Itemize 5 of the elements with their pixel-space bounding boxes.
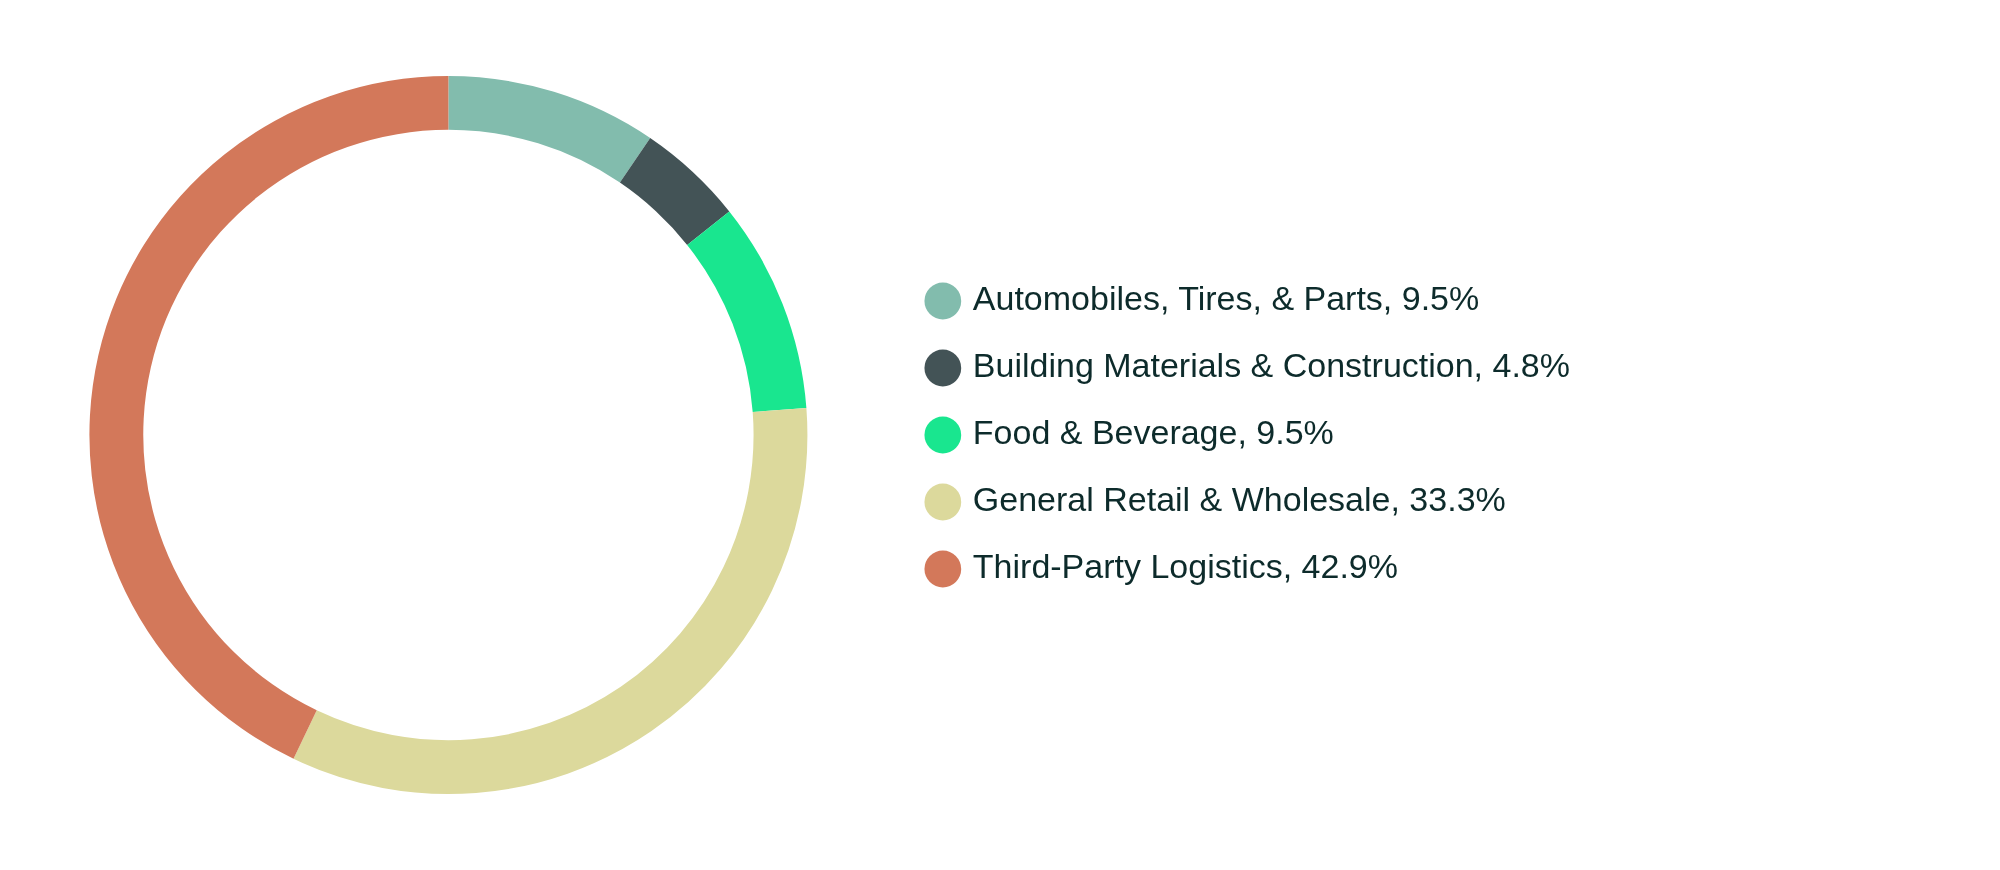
legend-label: Building Materials & Construction, 4.8% [972,346,1571,385]
legend-label: Third-Party Logistics, 42.9% [972,547,1398,586]
legend-label: General Retail & Wholesale, 33.3% [972,480,1506,519]
legend-label: Automobiles, Tires, & Parts, 9.5% [972,279,1480,318]
legend-label: Food & Beverage, 9.5% [972,413,1334,452]
